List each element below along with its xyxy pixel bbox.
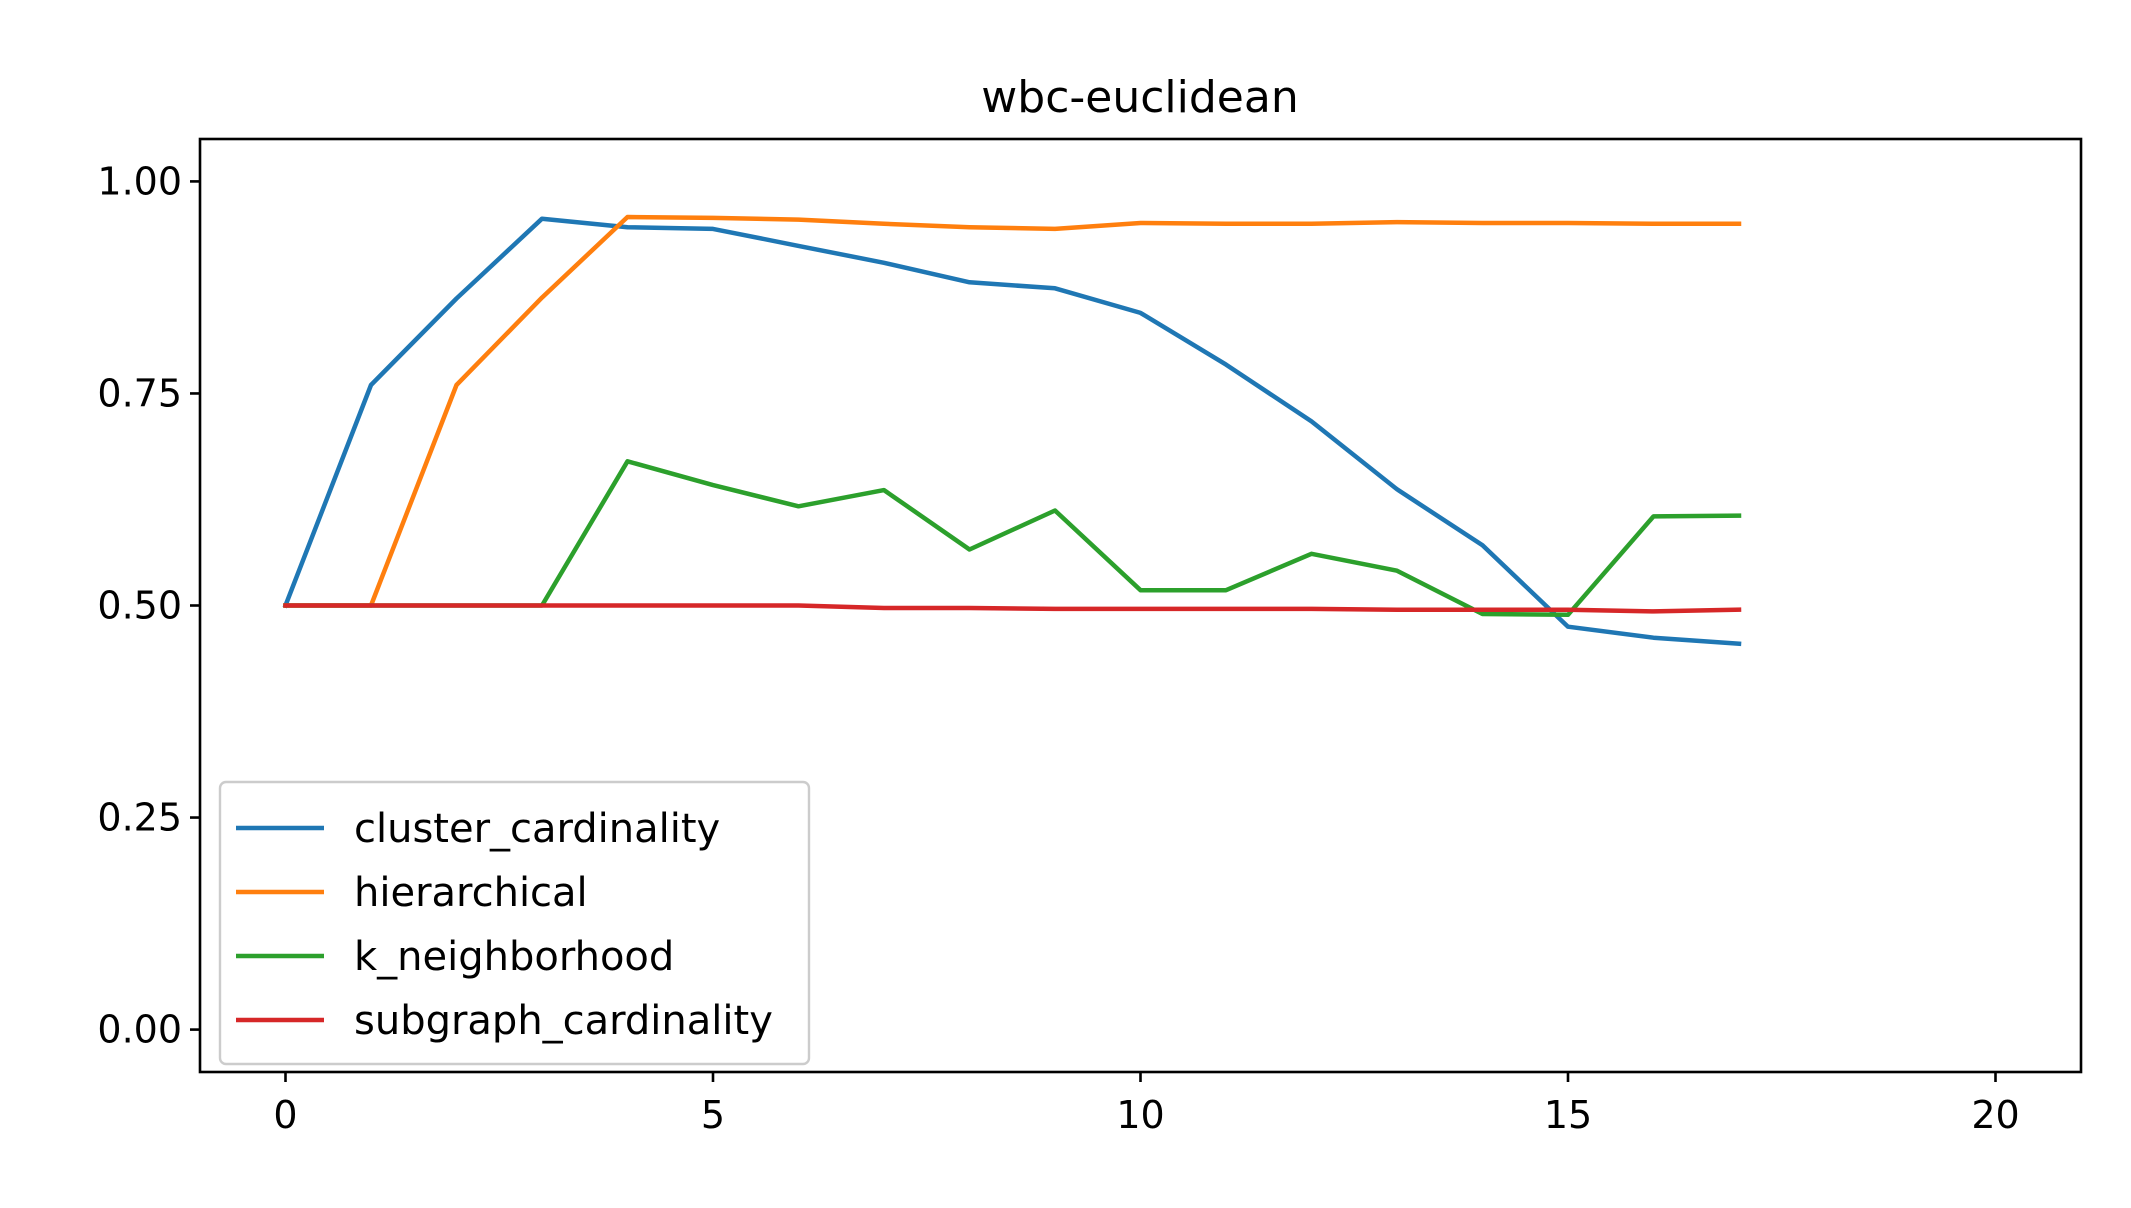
legend-label: subgraph_cardinality <box>354 998 773 1044</box>
series-line-subgraph-cardinality <box>283 603 1742 614</box>
series-line-k-neighborhood <box>283 459 1742 618</box>
series-layer <box>282 214 1742 647</box>
x-tick-label: 5 <box>701 1093 725 1137</box>
y-tick-label: 0.25 <box>97 796 182 840</box>
y-tick-label: 1.00 <box>97 159 182 203</box>
legend: cluster_cardinality hierarchical k_neighbo… <box>218 780 811 1066</box>
legend-label: k_neighborhood <box>354 934 674 980</box>
y-tick-label: 0.75 <box>97 371 182 415</box>
legend-box <box>218 780 811 1066</box>
series-line-cluster-cardinality <box>282 216 1742 647</box>
legend-label: cluster_cardinality <box>354 806 720 852</box>
legend-label: hierarchical <box>354 870 588 916</box>
x-tick-label: 0 <box>273 1093 297 1137</box>
x-axis: 0 5 10 15 20 <box>273 1072 2020 1137</box>
series-line-hierarchical <box>283 214 1742 608</box>
chart-title: wbc-euclidean <box>981 72 1298 123</box>
x-tick-label: 15 <box>1544 1093 1592 1137</box>
x-tick-label: 10 <box>1116 1093 1164 1137</box>
y-tick-label: 0.00 <box>97 1008 182 1052</box>
y-tick-label: 0.50 <box>97 584 182 628</box>
x-tick-label: 20 <box>1971 1093 2019 1137</box>
y-axis: 0.00 0.25 0.50 0.75 1.00 <box>97 159 200 1052</box>
